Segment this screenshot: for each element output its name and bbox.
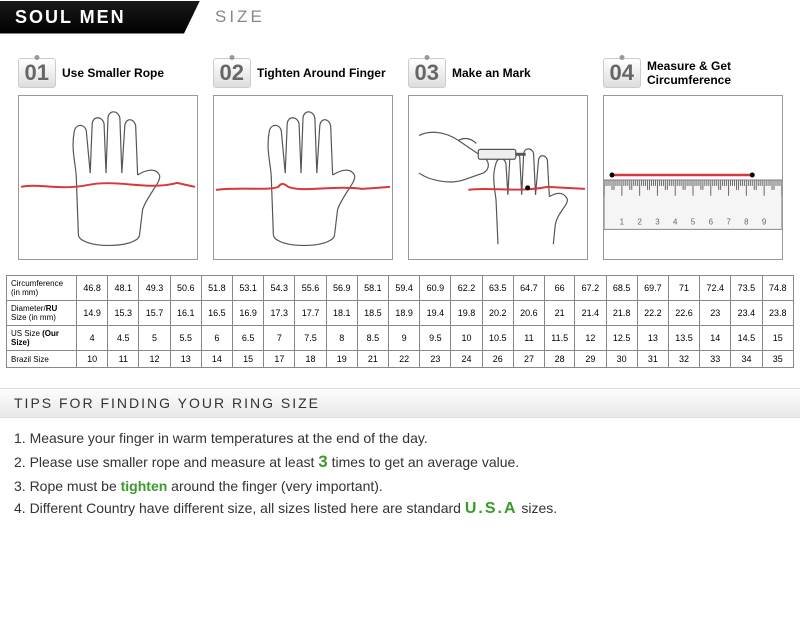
steps-row: 01 Use Smaller Rope 02 Tighten Around Fi… [0, 59, 800, 87]
tips-list: 1. Measure your finger in warm temperatu… [0, 430, 800, 518]
table-row: US Size (Our Size)44.555.566.577.588.599… [7, 326, 794, 351]
svg-text:9: 9 [761, 217, 766, 226]
brand-label: SOUL MEN [0, 1, 200, 34]
tip-1: 1. Measure your finger in warm temperatu… [14, 430, 786, 446]
step-1: 01 Use Smaller Rope [18, 59, 198, 87]
tip-2: 2. Please use smaller rope and measure a… [14, 452, 786, 472]
step-4: 04 Measure & Get Circumference [603, 59, 783, 87]
step-img-2 [213, 95, 393, 260]
tips-header: TIPS FOR FINDING YOUR RING SIZE [0, 388, 800, 418]
svg-text:2: 2 [637, 217, 641, 226]
page-header: SOUL MEN SIZE [0, 0, 800, 34]
svg-text:5: 5 [690, 217, 695, 226]
svg-text:3: 3 [655, 217, 660, 226]
table-row: Diameter/RU Size (in mm)14.915.315.716.1… [7, 301, 794, 326]
size-table: Circumference (in mm)46.848.149.350.651.… [6, 275, 794, 368]
size-label: SIZE [215, 7, 265, 27]
step-label-1: Use Smaller Rope [62, 66, 164, 80]
step-num-1: 01 [18, 58, 56, 88]
svg-text:6: 6 [708, 217, 713, 226]
step-num-3: 03 [408, 58, 446, 88]
step-3: 03 Make an Mark [408, 59, 588, 87]
svg-text:8: 8 [744, 217, 749, 226]
steps-images: 1 2 3 4 5 6 7 8 9 [0, 95, 800, 260]
table-row: Circumference (in mm)46.848.149.350.651.… [7, 276, 794, 301]
step-num-2: 02 [213, 58, 251, 88]
step-label-3: Make an Mark [452, 66, 531, 80]
step-2: 02 Tighten Around Finger [213, 59, 393, 87]
step-num-4: 04 [603, 58, 641, 88]
step-label-4: Measure & Get Circumference [647, 59, 783, 87]
step-label-2: Tighten Around Finger [257, 66, 386, 80]
step-img-3 [408, 95, 588, 260]
step-img-4: 1 2 3 4 5 6 7 8 9 [603, 95, 783, 260]
table-row: Brazil Size10111213141517181921222324262… [7, 351, 794, 368]
tip-3: 3. Rope must be tighten around the finge… [14, 478, 786, 494]
svg-text:7: 7 [726, 217, 730, 226]
svg-text:1: 1 [619, 217, 623, 226]
step-img-1 [18, 95, 198, 260]
tip-4: 4. Different Country have different size… [14, 500, 786, 518]
svg-text:4: 4 [673, 217, 678, 226]
